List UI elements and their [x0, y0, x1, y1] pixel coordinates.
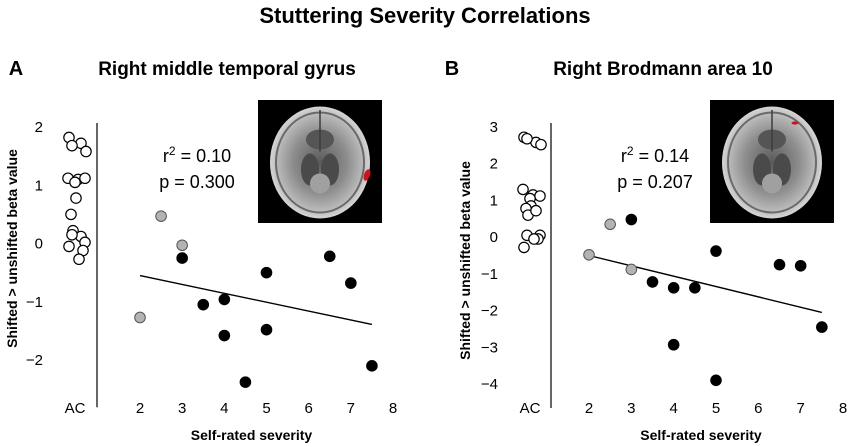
- x-tick-label: 5: [262, 400, 270, 417]
- gray-data-point: [134, 311, 146, 324]
- y-tick-label: 2: [490, 156, 498, 173]
- y-tick-label: −1: [481, 266, 498, 283]
- black-data-point: [667, 282, 680, 294]
- roi-highlight: [791, 121, 799, 125]
- control-point: [69, 176, 81, 189]
- r-squared-value: = 0.14: [634, 146, 690, 166]
- p-value-text: p = 0.300: [159, 172, 235, 192]
- brain-mri-axial-icon: [722, 106, 822, 219]
- black-data-point: [773, 258, 786, 271]
- p-value-text: p = 0.207: [617, 172, 693, 192]
- y-axis-label: Shifted > unshifted beta value: [4, 149, 20, 348]
- figure-title: Stuttering Severity Correlations: [259, 3, 590, 28]
- x-tick-label: 3: [178, 400, 186, 417]
- control-point: [528, 233, 540, 245]
- gray-data-point: [176, 239, 188, 252]
- control-point: [535, 138, 547, 151]
- y-tick-label: −3: [481, 339, 498, 356]
- black-data-point: [646, 276, 659, 288]
- x-axis-label: Self-rated severity: [191, 427, 313, 443]
- roi-highlight: [363, 169, 371, 181]
- x-tick-label: 7: [796, 400, 804, 417]
- x-tick-label: 2: [585, 400, 593, 417]
- black-data-point: [667, 338, 680, 351]
- control-point: [530, 204, 542, 217]
- y-tick-label: −2: [481, 303, 498, 320]
- control-point: [518, 241, 530, 254]
- r-squared-text: r2 = 0.14: [621, 144, 689, 166]
- x-tick-label: 4: [669, 400, 677, 417]
- gray-data-point: [583, 248, 595, 261]
- regression-line: [139, 274, 373, 326]
- x-tick-label: 3: [627, 400, 635, 417]
- black-data-point: [260, 266, 273, 279]
- y-tick-label: 1: [490, 192, 498, 209]
- x-tick-label: 6: [754, 400, 762, 417]
- brain-inset: [710, 100, 834, 223]
- x-axis-label: Self-rated severity: [640, 427, 762, 443]
- panel-letter: B: [445, 58, 459, 80]
- x-tick-label: 5: [712, 400, 720, 417]
- y-tick-label: 0: [490, 229, 498, 246]
- control-point: [517, 183, 529, 196]
- brain-stem: [762, 173, 782, 194]
- x-tick-label: 8: [839, 400, 847, 417]
- black-data-point: [625, 213, 638, 226]
- black-data-point: [366, 360, 378, 372]
- y-tick-label: −4: [481, 376, 498, 393]
- gray-data-point: [604, 218, 616, 231]
- black-data-point: [710, 245, 722, 257]
- x-tick-label: 4: [220, 400, 228, 417]
- r-squared-text: r2 = 0.10: [163, 144, 231, 166]
- black-data-point: [345, 277, 357, 289]
- y-tick-label: 2: [35, 119, 43, 136]
- y-tick-label: −1: [26, 294, 43, 311]
- panel-title: Right middle temporal gyrus: [98, 59, 356, 80]
- black-data-point: [197, 298, 210, 311]
- black-data-point: [176, 252, 188, 264]
- x-tick-label: 7: [347, 400, 355, 417]
- r-squared-value: = 0.10: [176, 146, 232, 166]
- brain-inset: [258, 100, 382, 223]
- control-point: [66, 228, 78, 241]
- black-data-point: [816, 321, 828, 333]
- y-tick-label: −2: [26, 352, 43, 369]
- regression-line: [588, 254, 822, 314]
- gray-data-point: [625, 263, 638, 276]
- y-tick-label: 0: [35, 236, 43, 253]
- ac-tick-label: AC: [65, 400, 86, 417]
- control-point: [70, 192, 82, 204]
- black-data-point: [794, 259, 807, 272]
- panel-a: A Right middle temporal gyrus −2 −1 0 1 2 Shift…: [4, 58, 397, 443]
- gray-data-point: [155, 210, 167, 222]
- control-point: [521, 132, 533, 145]
- panel-title: Right Brodmann area 10: [553, 59, 773, 80]
- black-data-point: [260, 323, 273, 336]
- ac-tick-label: AC: [520, 400, 541, 417]
- black-data-point: [323, 250, 336, 263]
- control-point: [65, 208, 77, 221]
- brain-mri-axial-icon: [270, 106, 370, 219]
- black-data-point: [239, 376, 252, 388]
- x-tick-label: 2: [136, 400, 144, 417]
- y-tick-label: 1: [35, 177, 43, 194]
- panel-b: B Right Brodmann area 10 −4 −3 −2 −1 0 1 2 3 Shift…: [445, 58, 847, 443]
- y-tick-label: 3: [490, 119, 498, 136]
- control-point: [79, 172, 91, 185]
- black-data-point: [218, 329, 231, 342]
- black-data-point: [710, 374, 722, 387]
- control-point: [73, 253, 85, 266]
- panel-letter: A: [9, 58, 23, 80]
- black-data-point: [689, 282, 701, 294]
- control-point: [80, 145, 92, 158]
- x-tick-label: 8: [389, 400, 397, 417]
- control-point: [534, 190, 546, 202]
- brain-stem: [310, 173, 330, 194]
- control-point: [63, 240, 75, 253]
- control-point: [66, 139, 78, 152]
- y-axis-label: Shifted > unshifted beta value: [457, 161, 473, 360]
- black-data-point: [218, 293, 231, 306]
- x-tick-label: 6: [304, 400, 312, 417]
